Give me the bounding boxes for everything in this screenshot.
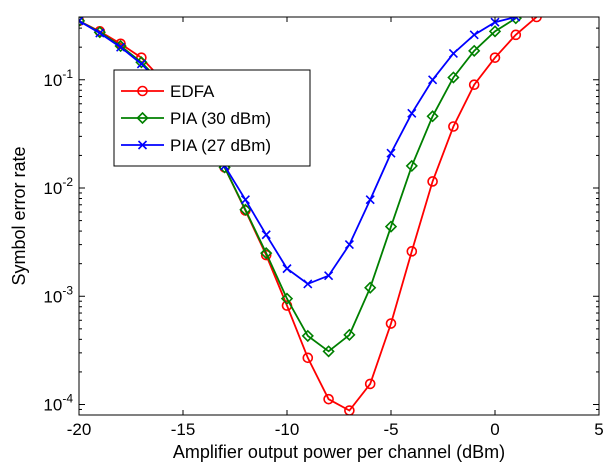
data-point bbox=[384, 220, 398, 233]
data-point bbox=[407, 108, 417, 118]
data-point bbox=[261, 230, 271, 240]
legend: EDFA PIA (30 dBm) PIA (27 dBm) bbox=[113, 69, 311, 167]
data-point bbox=[510, 29, 522, 41]
data-point bbox=[448, 121, 459, 132]
data-point bbox=[322, 345, 335, 358]
x-ticks: -20 -15 -10 -5 0 5 bbox=[67, 17, 604, 439]
data-point bbox=[469, 30, 479, 40]
y-tick-label: 10-2 bbox=[43, 175, 73, 198]
data-point bbox=[364, 281, 377, 294]
x-tick-label: -5 bbox=[383, 420, 398, 439]
x-tick-label: 0 bbox=[490, 420, 499, 439]
legend-entry-2: PIA (30 dBm) bbox=[121, 109, 271, 128]
data-point bbox=[116, 42, 126, 52]
data-point bbox=[239, 203, 252, 216]
data-point bbox=[79, 17, 84, 26]
data-point bbox=[324, 271, 334, 281]
data-point bbox=[509, 17, 522, 25]
data-point bbox=[489, 52, 501, 63]
x-tick-label: -15 bbox=[171, 420, 196, 439]
data-point bbox=[95, 28, 105, 38]
data-point bbox=[385, 318, 397, 329]
data-point bbox=[426, 110, 439, 123]
data-point bbox=[490, 17, 500, 27]
legend-label: EDFA bbox=[170, 82, 215, 101]
y-tick-label: 10-4 bbox=[43, 392, 73, 415]
legend-label: PIA (27 dBm) bbox=[170, 136, 271, 155]
data-point bbox=[136, 59, 146, 69]
data-point bbox=[260, 247, 273, 260]
data-point bbox=[301, 329, 314, 343]
data-point bbox=[448, 48, 458, 59]
x-tick-label: -20 bbox=[67, 420, 92, 439]
x-tick-label: -10 bbox=[275, 420, 300, 439]
data-point bbox=[428, 75, 438, 85]
data-point bbox=[531, 17, 542, 23]
legend-entry-3: PIA (27 dBm) bbox=[121, 136, 271, 155]
legend-entries: EDFA PIA (30 dBm) PIA (27 dBm) bbox=[121, 82, 271, 155]
data-point bbox=[447, 71, 460, 84]
legend-swatch-marker bbox=[137, 85, 148, 97]
data-point bbox=[365, 195, 375, 205]
y-axis-label: Symbol error rate bbox=[9, 146, 29, 285]
data-point bbox=[427, 176, 438, 187]
data-point bbox=[260, 249, 272, 261]
data-point bbox=[344, 405, 355, 415]
legend-swatch-marker bbox=[136, 111, 149, 125]
y-tick-label: 10-3 bbox=[43, 283, 73, 306]
data-point bbox=[344, 240, 354, 250]
data-point bbox=[282, 264, 292, 274]
data-point bbox=[406, 246, 418, 257]
legend-label: PIA (30 dBm) bbox=[170, 109, 271, 128]
data-point bbox=[364, 378, 376, 390]
data-point bbox=[488, 25, 502, 38]
data-point bbox=[511, 17, 521, 22]
data-point bbox=[302, 352, 314, 364]
plot-frame bbox=[78, 16, 600, 416]
data-point bbox=[303, 279, 313, 289]
x-tick-label: 5 bbox=[594, 420, 603, 439]
data-point bbox=[468, 79, 480, 91]
data-point bbox=[386, 148, 396, 158]
legend-entry-1: EDFA bbox=[121, 82, 215, 101]
y-tick-label: 10-1 bbox=[43, 67, 73, 90]
data-point bbox=[343, 328, 356, 341]
y-ticks: 10-4 10-3 10-2 10-1 bbox=[43, 27, 599, 416]
legend-swatch-marker bbox=[137, 140, 148, 150]
x-axis-label: Amplifier output power per channel (dBm) bbox=[173, 442, 505, 462]
data-point bbox=[405, 159, 418, 173]
data-point bbox=[468, 44, 481, 57]
data-point bbox=[240, 195, 250, 205]
data-point bbox=[79, 17, 86, 27]
data-point bbox=[280, 292, 294, 305]
data-point bbox=[323, 393, 334, 405]
